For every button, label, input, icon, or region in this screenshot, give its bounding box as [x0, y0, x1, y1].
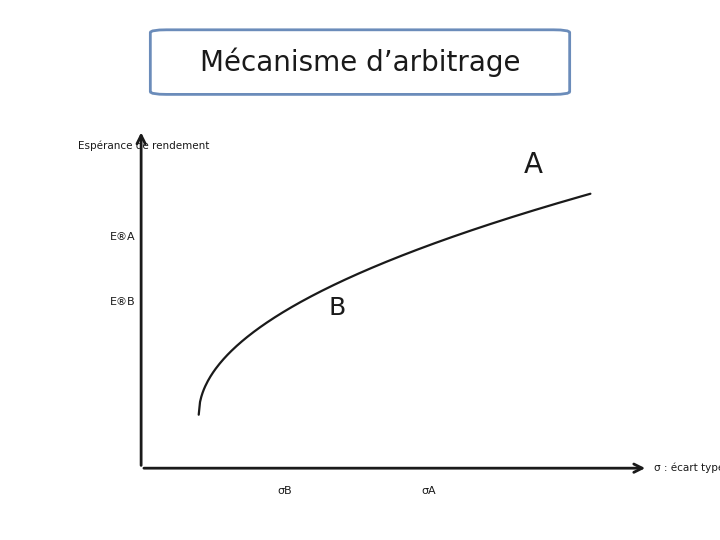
Text: σB: σB: [278, 486, 292, 496]
Text: B: B: [328, 296, 346, 320]
Text: σ : écart type: σ : écart type: [654, 463, 720, 474]
Text: A: A: [523, 151, 542, 179]
Text: Mécanisme d’arbitrage: Mécanisme d’arbitrage: [199, 48, 521, 77]
Text: Espérance de rendement: Espérance de rendement: [78, 140, 209, 151]
Text: E®A: E®A: [109, 232, 135, 242]
Text: σA: σA: [422, 486, 436, 496]
Text: E®B: E®B: [109, 298, 135, 307]
FancyBboxPatch shape: [150, 30, 570, 94]
